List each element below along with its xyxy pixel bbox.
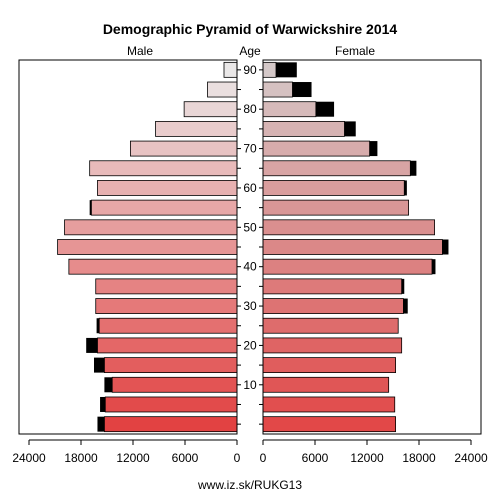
female-header: Female: [335, 44, 375, 58]
male-header: Male: [127, 44, 153, 58]
male-bar-0-4: [104, 416, 238, 433]
female-bar-70-74: [262, 140, 370, 157]
female-excess-80-84: [315, 101, 335, 117]
age-label-40: 40: [243, 260, 257, 274]
age-label-30: 30: [243, 299, 257, 313]
female-bar-50-54: [262, 219, 436, 236]
female-excess-35-39: [401, 278, 405, 294]
female-tick-label-12000: 12000: [350, 451, 384, 465]
male-bar-75-79: [155, 120, 238, 137]
female-excess-60-64: [404, 180, 407, 196]
male-bar-5-9: [104, 396, 238, 413]
age-axis: 10 20 30 40 50 60 70 80 90: [237, 63, 263, 425]
female-excess-65-69: [410, 160, 417, 176]
female-bars: [262, 61, 449, 433]
female-bar-45-49: [262, 239, 443, 255]
male-bar-70-74: [129, 140, 238, 157]
male-excess-55-59: [89, 200, 92, 216]
age-label-80: 80: [243, 102, 257, 116]
female-bar-10-14: [262, 376, 390, 393]
age-label-60: 60: [243, 181, 257, 195]
male-tick-label-12000: 12000: [116, 451, 150, 465]
female-excess-45-49: [442, 239, 449, 255]
female-bar-75-79: [262, 120, 345, 137]
value-axes: 24000 18000 12000 6000 0 0 6000 12000 18000 24000: [12, 439, 488, 465]
male-bar-35-39: [95, 278, 238, 295]
male-bar-90+: [223, 61, 238, 78]
male-bar-45-49: [57, 239, 238, 255]
male-bars: [57, 61, 238, 433]
female-excess-30-34: [403, 298, 408, 314]
male-tick-label-0: 0: [234, 451, 241, 465]
female-excess-70-74: [369, 141, 378, 157]
chart-title: Demographic Pyramid of Warwickshire 2014: [103, 21, 398, 37]
age-header: Age: [239, 44, 261, 58]
source-label: www.iz.sk/RUKG13: [197, 478, 302, 492]
male-excess-0-4: [97, 416, 105, 432]
male-tick-label-24000: 24000: [12, 451, 46, 465]
male-bar-55-59: [91, 199, 238, 216]
female-excess-90+: [276, 62, 297, 78]
male-excess-20-24: [86, 337, 98, 353]
female-bar-65-69: [262, 160, 411, 177]
male-bar-10-14: [111, 376, 238, 393]
female-excess-85-89: [292, 82, 312, 98]
female-bar-30-34: [262, 298, 404, 314]
male-excess-25-29: [96, 318, 100, 334]
age-label-20: 20: [243, 338, 257, 352]
female-bar-15-19: [262, 357, 397, 374]
female-tick-label-18000: 18000: [402, 451, 436, 465]
male-bar-30-34: [95, 298, 238, 314]
male-bar-85-89: [207, 81, 238, 98]
female-bar-20-24: [262, 337, 403, 354]
male-bar-40-44: [68, 258, 238, 275]
female-bar-60-64: [262, 180, 405, 196]
female-bar-55-59: [262, 199, 410, 216]
male-bar-25-29: [98, 317, 238, 334]
female-tick-label-6000: 6000: [302, 451, 329, 465]
female-bar-80-84: [262, 101, 317, 118]
female-excess-40-44: [432, 259, 436, 275]
male-bar-15-19: [104, 357, 238, 374]
female-tick-label-0: 0: [260, 451, 267, 465]
male-bar-60-64: [97, 180, 238, 196]
female-bar-40-44: [262, 258, 433, 275]
age-label-70: 70: [243, 142, 257, 156]
female-bar-35-39: [262, 278, 403, 295]
female-bar-5-9: [262, 396, 396, 413]
age-label-90: 90: [243, 63, 257, 77]
male-tick-label-18000: 18000: [64, 451, 98, 465]
female-bar-25-29: [262, 317, 399, 334]
female-bar-85-89: [262, 81, 293, 98]
female-bar-0-4: [262, 416, 397, 433]
female-bar-90+: [262, 61, 277, 78]
age-label-50: 50: [243, 220, 257, 234]
male-excess-10-14: [104, 377, 113, 393]
male-bar-80-84: [183, 101, 238, 118]
male-tick-label-6000: 6000: [172, 451, 199, 465]
male-bar-65-69: [89, 160, 238, 177]
male-bar-50-54: [64, 219, 238, 236]
male-excess-15-19: [94, 357, 105, 373]
male-excess-5-9: [100, 396, 106, 412]
age-label-10: 10: [243, 378, 257, 392]
male-bar-20-24: [97, 337, 238, 354]
female-excess-75-79: [344, 121, 356, 137]
female-tick-label-24000: 24000: [454, 451, 488, 465]
